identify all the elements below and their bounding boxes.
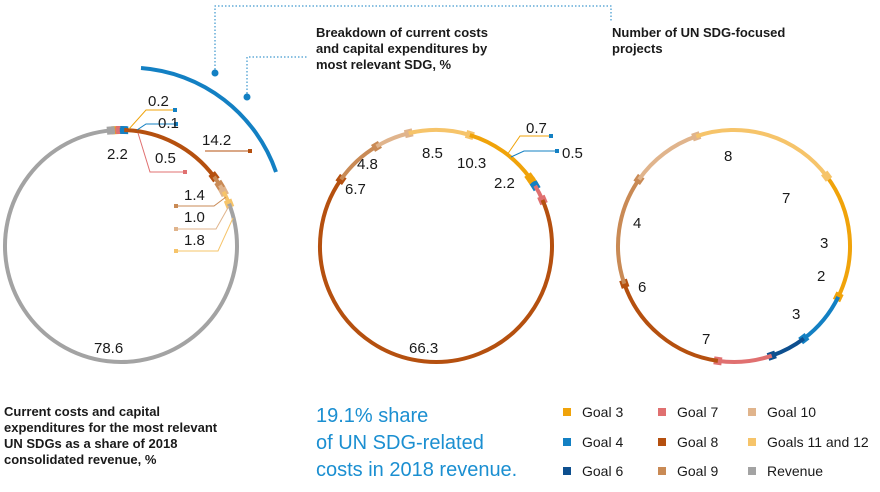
cost_breakdown-arc-goal10-5 [375, 131, 410, 149]
cost-breakdown-ring: 0.7 0.5 2.2 66.3 6.7 4.8 8.5 10.3 [318, 120, 583, 364]
callout-connector-inner [246, 56, 308, 97]
leader-0.5 [137, 132, 183, 173]
cost_breakdown-arc-goal3-7 [469, 133, 532, 179]
callout-dot-inner [243, 93, 251, 101]
leader-end-1.4 [174, 204, 178, 208]
legend-swatch-goal10 [748, 408, 756, 416]
legend-label-goal8: Goal 8 [677, 434, 718, 450]
legend-label-goal4: Goal 4 [582, 434, 623, 450]
share-note: 19.1% share of UN SDG-related costs in 2… [316, 405, 517, 481]
label-78.6: 78.6 [94, 340, 123, 357]
callout-decoration [140, 5, 612, 173]
leader-0.2 [128, 109, 173, 130]
leader-end-1.8 [174, 249, 178, 253]
legend-swatch-goal7 [658, 408, 666, 416]
project_count-arc-goal10-6 [637, 134, 697, 181]
project_count-arc-goal6-2 [771, 337, 806, 358]
leader-end-0.5b [555, 149, 559, 153]
label-1.4: 1.4 [184, 187, 205, 204]
legend-swatch-goal8 [658, 438, 666, 446]
label-2.2-cost: 2.2 [494, 175, 515, 192]
legend-swatch-goal3 [563, 408, 571, 416]
legend-label-goal3: Goal 3 [582, 404, 623, 420]
legend-swatch-goal11_12 [748, 438, 756, 446]
leader-end-0.7 [549, 134, 553, 138]
leader-end-1.0 [174, 227, 178, 231]
revenue-share-leaders [128, 108, 252, 253]
revenue-share-ring: 0.2 0.1 0.5 14.2 1.4 1.0 1.8 78.6 2.2 [3, 93, 252, 364]
project-count-labels: 7 3 2 3 7 6 4 8 [633, 148, 828, 348]
legend-label-goal9: Goal 9 [677, 463, 718, 479]
label-0.2: 0.2 [148, 93, 169, 110]
legend-swatch-goal4 [563, 438, 571, 446]
label-6.7: 6.7 [345, 181, 366, 198]
legend-label-goal11_12: Goals 11 and 12 [767, 434, 869, 450]
legend-swatch-goal6 [563, 467, 571, 475]
revenue_share-marker-revenue-7 [106, 126, 116, 135]
label-10.3: 10.3 [457, 155, 486, 172]
leader-end-0.2 [173, 108, 177, 112]
revenue_share-arc-revenue-7 [3, 128, 239, 364]
leader-1.8 [176, 217, 234, 252]
project_count-arc-goal3-0 [825, 174, 852, 298]
revenue-share-labels: 0.2 0.1 0.5 14.2 1.4 1.0 1.8 78.6 2.2 [94, 93, 231, 357]
callout-dot-outer [211, 69, 219, 77]
label-1.0: 1.0 [184, 209, 205, 226]
label-14.2: 14.2 [202, 132, 231, 149]
label-0.5: 0.5 [155, 150, 176, 167]
cost-breakdown-labels: 0.7 0.5 2.2 66.3 6.7 4.8 8.5 10.3 [345, 120, 583, 357]
legend-swatch-goal9 [658, 467, 666, 475]
label-8.5: 8.5 [422, 145, 443, 162]
label-goal8-count: 7 [702, 331, 710, 348]
callout-arc [140, 66, 278, 173]
leader-end-0.5 [183, 170, 187, 174]
label-4.8: 4.8 [357, 156, 378, 173]
label-goal11-12-count: 8 [724, 148, 732, 165]
project_count-arc-goal11_12-7 [695, 128, 829, 178]
leader-0.1 [136, 123, 174, 131]
label-goal7-count: 3 [792, 306, 800, 323]
revenue_share-arc-goal8-3 [124, 128, 216, 178]
legend: Goal 3 Goal 4 Goal 6 Goal 7 Goal 8 Goal 9 Goal… [563, 404, 869, 479]
leader-1.4 [176, 196, 227, 207]
label-goal10-count: 4 [633, 215, 641, 232]
legend-swatch-revenue [748, 467, 756, 475]
leader-1.0 [176, 205, 230, 230]
label-2.2: 2.2 [107, 146, 128, 163]
label-goal9-count: 6 [638, 279, 646, 296]
cost_breakdown-marker-goal3-7 [524, 172, 536, 184]
legend-label-goal10: Goal 10 [767, 404, 816, 420]
leader-0.7 [506, 135, 549, 156]
leader-end-0.1 [174, 122, 178, 126]
breakdown-title: Breakdown of current costs and capital e… [316, 25, 492, 72]
legend-label-goal6: Goal 6 [582, 463, 623, 479]
legend-label-goal7: Goal 7 [677, 404, 718, 420]
label-66.3: 66.3 [409, 340, 438, 357]
leader-0.5b [510, 150, 555, 158]
project-count-ring: 7 3 2 3 7 6 4 8 [616, 128, 852, 366]
label-goal4-count: 3 [820, 235, 828, 252]
label-1.8: 1.8 [184, 232, 205, 249]
label-goal3-count: 7 [782, 190, 790, 207]
legend-label-revenue: Revenue [767, 463, 823, 479]
projects-title: Number of UN SDG-focused projects [612, 25, 789, 56]
cost-breakdown-leaders [506, 134, 559, 158]
project_count-arc-goal4-1 [802, 295, 841, 341]
cost_breakdown-arc-goal8-3 [318, 178, 554, 364]
label-0.7: 0.7 [526, 120, 547, 137]
project_count-arc-goal9-5 [616, 178, 641, 285]
project_count-marker-goal11_12-7 [821, 170, 833, 182]
leader-end-14.2 [248, 149, 252, 153]
revenue-share-title: Current costs and capital expenditures f… [4, 404, 221, 467]
label-0.5-cost: 0.5 [562, 145, 583, 162]
label-goal6-count: 2 [817, 268, 825, 285]
project_count-arc-goal8-4 [622, 283, 719, 363]
project_count-arc-goal7-3 [717, 353, 773, 364]
cost_breakdown-arc-goal11_12-6 [408, 128, 471, 137]
label-0.1: 0.1 [158, 115, 179, 132]
